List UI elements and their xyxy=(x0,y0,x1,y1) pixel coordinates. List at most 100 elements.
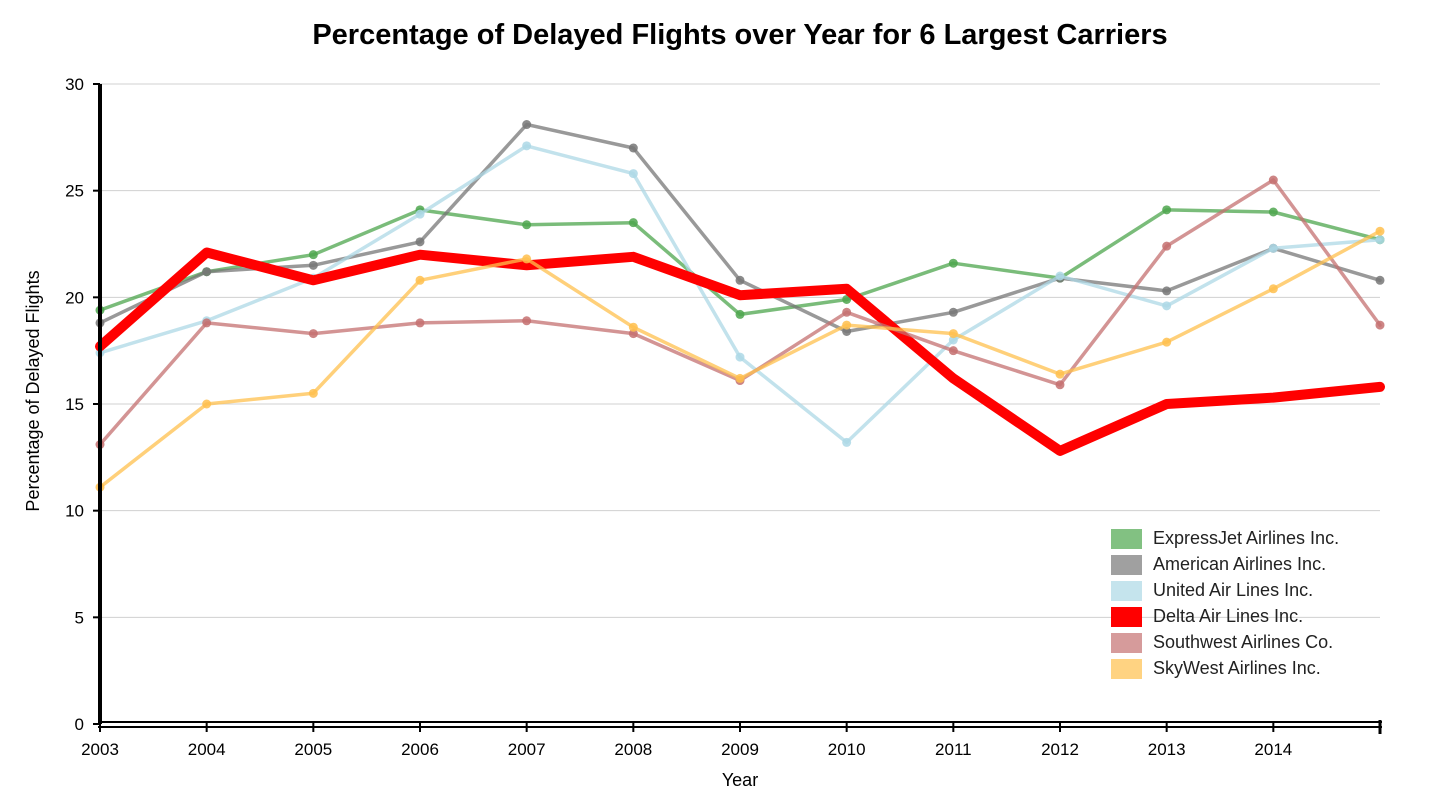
data-point-delta-air-lines-inc-2007 xyxy=(523,262,530,269)
chart-title: Percentage of Delayed Flights over Year … xyxy=(312,19,1167,51)
data-point-skywest-airlines-inc-2004 xyxy=(202,399,212,409)
legend-swatch-skywest-airlines-inc xyxy=(1111,659,1142,679)
data-point-expressjet-airlines-inc-2014 xyxy=(1268,207,1278,217)
data-point-united-air-lines-inc-2013 xyxy=(1162,301,1172,311)
legend-label: United Air Lines Inc. xyxy=(1153,580,1313,600)
data-point-american-airlines-inc-2007 xyxy=(522,120,532,130)
x-tick-label: 2013 xyxy=(1148,740,1186,759)
data-point-united-air-lines-inc-2008 xyxy=(628,169,638,179)
data-point-southwest-airlines-co-2013 xyxy=(1162,241,1172,251)
data-point-southwest-airlines-co-2012 xyxy=(1055,380,1065,390)
data-point-delta-air-lines-inc-2005 xyxy=(310,277,317,284)
data-point-delta-air-lines-inc-2004 xyxy=(203,249,210,256)
y-tick-label: 25 xyxy=(65,182,84,201)
data-point-delta-air-lines-inc-2013 xyxy=(1163,401,1170,407)
y-tick-label: 15 xyxy=(65,395,84,414)
data-point-skywest-airlines-inc-2014 xyxy=(1268,284,1278,294)
data-point-southwest-airlines-co-2006 xyxy=(415,318,425,328)
x-tick-label: 2003 xyxy=(81,740,119,759)
data-point-united-air-lines-inc-2011 xyxy=(948,335,958,345)
x-tick-label: 2009 xyxy=(721,740,759,759)
data-point-skywest-airlines-inc-2011 xyxy=(948,329,958,339)
data-point-united-air-lines-inc-2006 xyxy=(415,209,425,219)
series-line-american-airlines-inc xyxy=(98,122,1382,334)
legend: ExpressJet Airlines Inc. American Airline… xyxy=(1111,528,1339,679)
x-tick-label: 2007 xyxy=(508,740,546,759)
data-point-skywest-airlines-inc-2008 xyxy=(628,322,638,332)
data-point-southwest-airlines-co-2010 xyxy=(842,307,852,317)
series-delta-air-lines-inc xyxy=(95,247,1385,456)
data-point-expressjet-airlines-inc-2011 xyxy=(948,258,958,268)
data-point-delta-air-lines-inc-2012 xyxy=(1057,447,1063,454)
legend-swatch-southwest-airlines-co xyxy=(1111,633,1142,653)
data-point-american-airlines-inc-2009 xyxy=(735,275,745,285)
series-expressjet-airlines-inc xyxy=(95,205,1385,319)
data-point-southwest-airlines-co-2004 xyxy=(202,318,212,328)
data-point-expressjet-airlines-inc-2009 xyxy=(735,309,745,319)
data-point-delta-air-lines-inc-2008 xyxy=(630,253,637,260)
data-point-expressjet-airlines-inc-2013 xyxy=(1162,205,1172,215)
data-point-american-airlines-inc-2015 xyxy=(1375,275,1385,285)
y-ticks: 0 5 10 15 20 25 30 xyxy=(65,75,100,734)
legend-swatch-expressjet-airlines-inc xyxy=(1111,529,1142,549)
x-tick-label: 2005 xyxy=(294,740,332,759)
x-tick-label: 2006 xyxy=(401,740,439,759)
x-tick-label: 2012 xyxy=(1041,740,1079,759)
x-tick-label: 2008 xyxy=(614,740,652,759)
data-point-delta-air-lines-inc-2015 xyxy=(1377,383,1383,390)
data-point-southwest-airlines-co-2005 xyxy=(308,329,318,339)
data-point-skywest-airlines-inc-2012 xyxy=(1055,369,1065,379)
data-point-skywest-airlines-inc-2015 xyxy=(1375,226,1385,236)
legend-label: SkyWest Airlines Inc. xyxy=(1153,658,1321,678)
y-tick-label: 30 xyxy=(65,75,84,94)
x-tick-label: 2004 xyxy=(188,740,226,759)
data-point-delta-air-lines-inc-2006 xyxy=(417,251,423,258)
y-tick-label: 0 xyxy=(75,715,84,734)
x-axis-label: Year xyxy=(722,770,758,790)
data-point-delta-air-lines-inc-2011 xyxy=(950,375,957,382)
y-tick-label: 5 xyxy=(75,608,84,627)
data-point-united-air-lines-inc-2010 xyxy=(842,437,852,447)
legend-label: Southwest Airlines Co. xyxy=(1153,632,1333,652)
data-point-american-airlines-inc-2013 xyxy=(1162,286,1172,296)
x-tick-label: 2010 xyxy=(828,740,866,759)
data-point-expressjet-airlines-inc-2010 xyxy=(842,294,852,304)
x-tick-label: 2011 xyxy=(935,740,972,759)
data-point-southwest-airlines-co-2014 xyxy=(1268,175,1278,185)
data-point-united-air-lines-inc-2014 xyxy=(1268,243,1278,253)
data-point-expressjet-airlines-inc-2008 xyxy=(628,218,638,228)
legend-label: Delta Air Lines Inc. xyxy=(1153,606,1303,626)
data-point-united-air-lines-inc-2012 xyxy=(1055,271,1065,281)
data-point-american-airlines-inc-2010 xyxy=(842,326,852,336)
data-point-united-air-lines-inc-2009 xyxy=(735,352,745,362)
data-point-american-airlines-inc-2005 xyxy=(308,260,318,270)
legend-label: American Airlines Inc. xyxy=(1153,554,1326,574)
data-point-expressjet-airlines-inc-2005 xyxy=(308,250,318,260)
legend-label: ExpressJet Airlines Inc. xyxy=(1153,528,1339,548)
data-point-southwest-airlines-co-2015 xyxy=(1375,320,1385,330)
series-skywest-airlines-inc xyxy=(95,226,1385,492)
data-point-skywest-airlines-inc-2009 xyxy=(735,373,745,383)
data-point-skywest-airlines-inc-2006 xyxy=(415,275,425,285)
y-axis-label: Percentage of Delayed Flights xyxy=(23,270,43,511)
legend-swatch-united-air-lines-inc xyxy=(1111,581,1142,601)
legend-swatch-delta-air-lines-inc xyxy=(1111,607,1142,627)
data-point-skywest-airlines-inc-2013 xyxy=(1162,337,1172,347)
data-point-delta-air-lines-inc-2009 xyxy=(737,292,743,299)
data-point-american-airlines-inc-2006 xyxy=(415,237,425,247)
series-lines xyxy=(95,120,1385,492)
gridlines xyxy=(100,83,1380,618)
x-ticks: 2003 2004 2005 2006 2007 2008 2009 2010 2011 2012… xyxy=(81,722,1292,759)
series-american-airlines-inc xyxy=(95,120,1385,336)
data-point-skywest-airlines-inc-2010 xyxy=(842,320,852,330)
data-point-united-air-lines-inc-2015 xyxy=(1375,235,1385,245)
y-tick-label: 10 xyxy=(65,502,84,521)
data-point-skywest-airlines-inc-2007 xyxy=(522,254,532,264)
y-tick-label: 20 xyxy=(65,288,84,307)
data-point-american-airlines-inc-2004 xyxy=(202,267,212,277)
data-point-southwest-airlines-co-2007 xyxy=(522,316,532,326)
data-point-delta-air-lines-inc-2010 xyxy=(843,285,850,292)
data-point-southwest-airlines-co-2011 xyxy=(948,346,958,356)
data-point-delta-air-lines-inc-2014 xyxy=(1270,394,1277,401)
